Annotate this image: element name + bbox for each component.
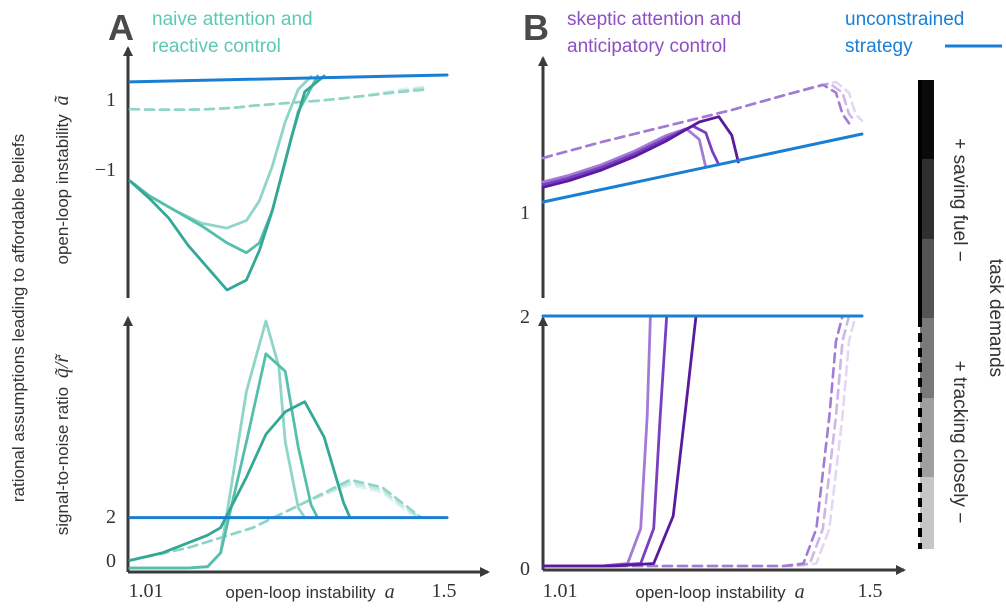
colorbar-seg-3 xyxy=(920,239,934,318)
panel-a-bottom-ylabel-symbol: q̃/r̃ xyxy=(51,353,73,378)
panel-a-bottom-xlabel-symbol: a xyxy=(385,581,395,603)
series-line-6 xyxy=(128,400,352,562)
panel-b-bottom: 2 0 1.01 1.5 open-loop instability a xyxy=(520,306,906,603)
panel-b-title-line2: anticipatory control xyxy=(567,36,726,57)
series-line-6 xyxy=(128,74,326,292)
panel-a-title-line1: naive attention and xyxy=(152,9,313,30)
series-line-2 xyxy=(128,86,429,111)
panel-a-top-ylabel-text: open-loop instability xyxy=(53,114,72,265)
panel-a-bottom-xlabel-text: open-loop instability xyxy=(225,583,376,602)
panel-a-bottom-xtick-1.01: 1.01 xyxy=(129,580,164,602)
series-line-3 xyxy=(541,314,857,568)
panel-b-bottom-ytick-2: 2 xyxy=(520,306,530,328)
panel-a-bottom-ylabel-text: signal-to-noise ratio xyxy=(53,387,72,535)
panel-a-bottom-ylabel: signal-to-noise ratio q̃/r̃ xyxy=(51,353,73,535)
series-line-3 xyxy=(128,483,429,562)
series-line-5 xyxy=(128,352,319,570)
unconstrained-strategy-line xyxy=(541,132,864,204)
panel-b-title-line1: skeptic attention and xyxy=(567,9,741,30)
colorbar-seg-4 xyxy=(920,318,934,398)
panel-b-bottom-xlabel-symbol: a xyxy=(795,581,805,603)
panel-b-bottom-xtick-1.01: 1.01 xyxy=(543,580,578,602)
series-line-3 xyxy=(541,80,864,160)
panel-b-top-ytick-1: 1 xyxy=(520,202,530,224)
colorbar-seg-1 xyxy=(920,80,934,159)
left-shared-ylabel: rational assumptions leading to affordab… xyxy=(9,134,28,502)
series-line-2 xyxy=(128,481,429,562)
colorbar-upper-label: + saving fuel − xyxy=(949,138,970,262)
panel-a-top: open-loop instability ã 1 −1 xyxy=(51,46,449,298)
svg-text:signal-to-noise ratio: signal-to-noise ratio q̃/r̃ xyxy=(51,353,73,535)
panel-a-bottom-xtick-1.5: 1.5 xyxy=(432,580,457,602)
series-line-4 xyxy=(541,127,708,184)
panel-a-letter: A xyxy=(108,7,134,48)
legend-line1: unconstrained xyxy=(845,9,964,30)
series-line-2 xyxy=(541,314,851,568)
series-line-2 xyxy=(541,82,857,160)
colorbar xyxy=(918,80,934,549)
panel-a-bottom-xlabel: open-loop instability a xyxy=(225,581,394,603)
series-line-3 xyxy=(128,85,429,111)
svg-text:open-loop instability: open-loop instability ã xyxy=(51,96,73,265)
colorbar-seg-5 xyxy=(920,398,934,477)
panel-b-bottom-ytick-0: 0 xyxy=(520,558,530,580)
series-line-5 xyxy=(541,124,721,187)
panel-a-top-lines xyxy=(128,73,449,292)
panel-a-bottom-ytick-2: 2 xyxy=(106,506,116,528)
colorbar-axis-label: task demands xyxy=(985,259,1006,377)
panel-a-bottom-ytick-0: 0 xyxy=(106,550,116,572)
series-line-6 xyxy=(541,115,740,189)
colorbar-seg-6 xyxy=(920,477,934,549)
panel-b-bottom-xlabel: open-loop instability a xyxy=(635,581,804,603)
panel-a-top-ytick-neg1: −1 xyxy=(95,159,116,181)
panel-a-top-ylabel: open-loop instability ã xyxy=(51,96,73,265)
panel-a-top-ylabel-symbol: ã xyxy=(51,96,73,106)
panel-b-bottom-lines xyxy=(541,314,864,568)
legend-line2: strategy xyxy=(845,36,913,57)
unconstrained-strategy-line xyxy=(128,73,449,84)
panel-a-bottom: signal-to-noise ratio q̃/r̃ 2 0 1.01 1.5… xyxy=(51,316,490,603)
panel-a-bottom-lines xyxy=(128,319,449,570)
panel-b-top-lines xyxy=(541,80,864,204)
panel-a-top-ytick-1: 1 xyxy=(106,89,116,111)
series-line-4 xyxy=(541,314,652,568)
panel-b-top: 1 xyxy=(520,56,864,298)
panel-b-bottom-xtick-1.5: 1.5 xyxy=(858,580,883,602)
series-line-6 xyxy=(541,314,698,568)
colorbar-seg-2 xyxy=(920,159,934,239)
panel-b-letter: B xyxy=(523,7,549,48)
colorbar-lower-label: + tracking closely − xyxy=(949,361,970,524)
panel-a-title-line2: reactive control xyxy=(152,36,281,57)
panel-b-bottom-xlabel-text: open-loop instability xyxy=(635,583,786,602)
